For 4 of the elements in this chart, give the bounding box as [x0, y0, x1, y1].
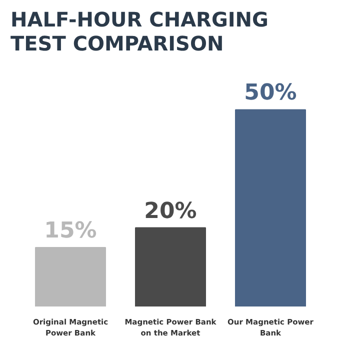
- data-label: 50%: [244, 80, 297, 106]
- data-label: 15%: [44, 218, 97, 244]
- chart-title: HALF-HOUR CHARGING TEST COMPARISON: [10, 8, 268, 56]
- data-label: 20%: [144, 198, 197, 224]
